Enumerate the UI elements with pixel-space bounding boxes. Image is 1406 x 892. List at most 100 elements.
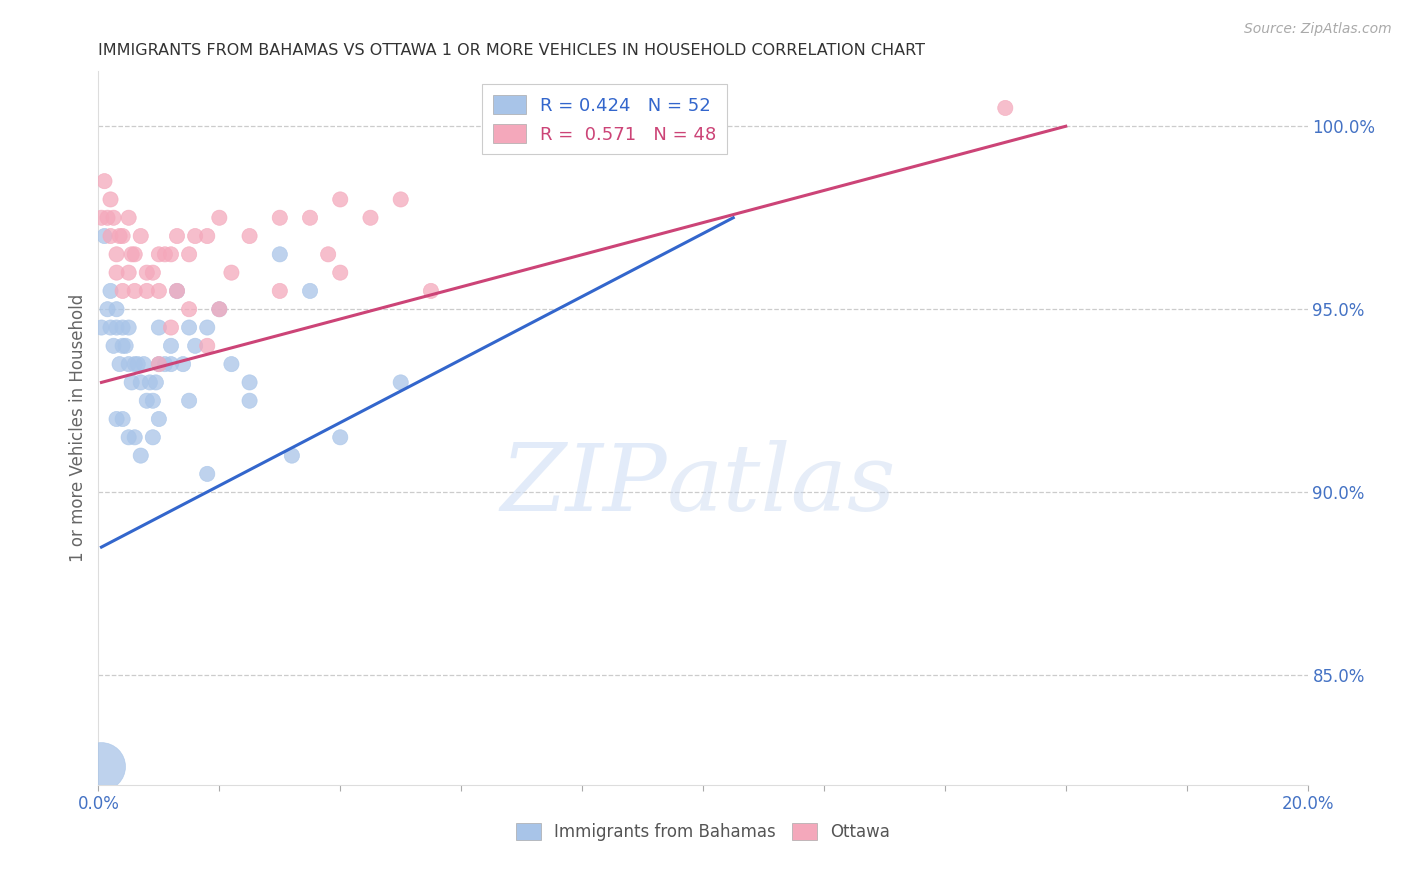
Point	[481, 120, 503, 134]
Point	[299, 284, 322, 298]
Point	[100, 193, 122, 207]
Point	[118, 211, 141, 225]
Point	[179, 247, 201, 261]
Point	[135, 393, 157, 408]
Point	[132, 357, 155, 371]
Point	[299, 211, 322, 225]
Point	[239, 229, 262, 244]
Point	[124, 430, 146, 444]
Point	[111, 339, 134, 353]
Point	[129, 449, 152, 463]
Point	[100, 320, 122, 334]
Point	[111, 412, 134, 426]
Point	[139, 376, 162, 390]
Point	[153, 247, 176, 261]
Point	[135, 284, 157, 298]
Point	[166, 284, 188, 298]
Point	[195, 229, 218, 244]
Point	[142, 266, 165, 280]
Point	[118, 266, 141, 280]
Point	[93, 229, 115, 244]
Point	[145, 376, 167, 390]
Point	[148, 247, 170, 261]
Point	[90, 211, 112, 225]
Point	[93, 174, 115, 188]
Point	[172, 357, 194, 371]
Point	[103, 211, 125, 225]
Point	[105, 247, 128, 261]
Point	[105, 412, 128, 426]
Point	[195, 320, 218, 334]
Point	[148, 357, 170, 371]
Point	[160, 357, 183, 371]
Point	[269, 284, 291, 298]
Point	[994, 101, 1017, 115]
Text: Source: ZipAtlas.com: Source: ZipAtlas.com	[1244, 22, 1392, 37]
Point	[111, 229, 134, 244]
Point	[108, 357, 131, 371]
Point	[108, 229, 131, 244]
Point	[135, 266, 157, 280]
Point	[269, 247, 291, 261]
Point	[153, 357, 176, 371]
Point	[179, 302, 201, 317]
Point	[124, 284, 146, 298]
Point	[103, 339, 125, 353]
Point	[329, 266, 352, 280]
Point	[239, 393, 262, 408]
Text: ZIP: ZIP	[501, 441, 666, 530]
Point	[420, 284, 443, 298]
Point	[105, 320, 128, 334]
Point	[118, 357, 141, 371]
Point	[105, 302, 128, 317]
Point	[148, 412, 170, 426]
Point	[124, 247, 146, 261]
Point	[208, 302, 231, 317]
Point	[316, 247, 339, 261]
Point	[111, 284, 134, 298]
Point	[179, 393, 201, 408]
Point	[160, 247, 183, 261]
Point	[96, 302, 118, 317]
Point	[184, 339, 207, 353]
Point	[281, 449, 304, 463]
Point	[121, 376, 143, 390]
Point	[160, 320, 183, 334]
Point	[124, 357, 146, 371]
Point	[160, 339, 183, 353]
Point	[111, 320, 134, 334]
Point	[195, 467, 218, 481]
Y-axis label: 1 or more Vehicles in Household: 1 or more Vehicles in Household	[69, 294, 87, 562]
Point	[166, 229, 188, 244]
Point	[208, 302, 231, 317]
Text: atlas: atlas	[666, 441, 896, 530]
Point	[329, 193, 352, 207]
Point	[239, 376, 262, 390]
Point	[114, 339, 136, 353]
Point	[105, 266, 128, 280]
Point	[90, 759, 112, 773]
Point	[221, 357, 243, 371]
Point	[142, 393, 165, 408]
Point	[129, 229, 152, 244]
Point	[360, 211, 382, 225]
Point	[269, 211, 291, 225]
Point	[208, 211, 231, 225]
Point	[389, 376, 412, 390]
Point	[148, 320, 170, 334]
Point	[195, 339, 218, 353]
Point	[166, 284, 188, 298]
Point	[118, 430, 141, 444]
Point	[142, 430, 165, 444]
Point	[118, 320, 141, 334]
Point	[129, 376, 152, 390]
Point	[100, 284, 122, 298]
Point	[90, 320, 112, 334]
Point	[148, 284, 170, 298]
Legend: Immigrants from Bahamas, Ottawa: Immigrants from Bahamas, Ottawa	[509, 816, 897, 848]
Point	[96, 211, 118, 225]
Point	[184, 229, 207, 244]
Text: IMMIGRANTS FROM BAHAMAS VS OTTAWA 1 OR MORE VEHICLES IN HOUSEHOLD CORRELATION CH: IMMIGRANTS FROM BAHAMAS VS OTTAWA 1 OR M…	[98, 43, 925, 58]
Point	[179, 320, 201, 334]
Point	[121, 247, 143, 261]
